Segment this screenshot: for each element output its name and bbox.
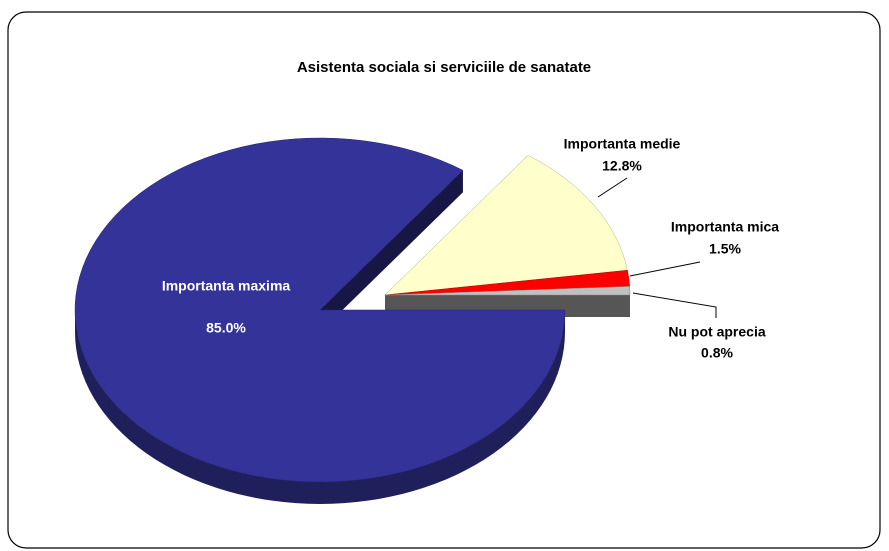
chart-title: Asistenta sociala si serviciile de sanat… [297,59,591,76]
slice [74,137,566,483]
value-label: 0.8% [701,345,733,361]
slice-face [320,170,463,332]
pie [74,137,631,504]
leader-line [629,261,701,277]
slice-label: Importanta medie [564,136,681,152]
slice-label: Importanta mica [671,219,779,235]
leader-line [632,292,717,318]
value-label: 1.5% [709,241,741,257]
leader-line [597,177,628,198]
slice-label: Nu pot aprecia [668,324,765,340]
value-label: 85.0% [206,320,246,336]
slice-label: Importanta maxima [162,278,291,294]
slice [384,155,628,296]
slice [384,286,631,296]
value-label: 12.8% [602,158,642,174]
